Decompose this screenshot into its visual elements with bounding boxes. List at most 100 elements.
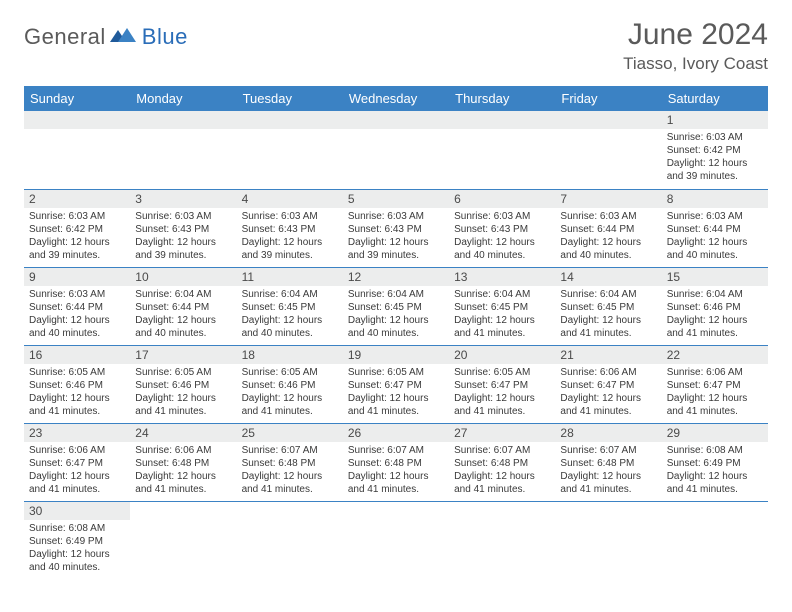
calendar-day-cell bbox=[555, 111, 661, 189]
sunset-text: Sunset: 6:43 PM bbox=[242, 223, 338, 236]
calendar-day-cell bbox=[130, 501, 236, 579]
header: General Blue June 2024 Tiasso, Ivory Coa… bbox=[24, 18, 768, 74]
calendar-day-cell bbox=[449, 501, 555, 579]
day-details: Sunrise: 6:04 AMSunset: 6:44 PMDaylight:… bbox=[130, 286, 236, 344]
daylight-text: Daylight: 12 hours and 40 minutes. bbox=[454, 236, 550, 262]
sunset-text: Sunset: 6:46 PM bbox=[667, 301, 763, 314]
calendar-day-cell: 9Sunrise: 6:03 AMSunset: 6:44 PMDaylight… bbox=[24, 267, 130, 345]
day-details: Sunrise: 6:06 AMSunset: 6:48 PMDaylight:… bbox=[130, 442, 236, 500]
calendar-day-cell: 30Sunrise: 6:08 AMSunset: 6:49 PMDayligh… bbox=[24, 501, 130, 579]
calendar-day-cell: 18Sunrise: 6:05 AMSunset: 6:46 PMDayligh… bbox=[237, 345, 343, 423]
daylight-text: Daylight: 12 hours and 41 minutes. bbox=[29, 470, 125, 496]
day-details: Sunrise: 6:04 AMSunset: 6:46 PMDaylight:… bbox=[662, 286, 768, 344]
sunset-text: Sunset: 6:48 PM bbox=[560, 457, 656, 470]
daylight-text: Daylight: 12 hours and 41 minutes. bbox=[560, 314, 656, 340]
weekday-header: Wednesday bbox=[343, 86, 449, 111]
calendar-day-cell: 6Sunrise: 6:03 AMSunset: 6:43 PMDaylight… bbox=[449, 189, 555, 267]
empty-day-header bbox=[343, 111, 449, 129]
day-number: 8 bbox=[662, 190, 768, 208]
sunrise-text: Sunrise: 6:03 AM bbox=[348, 210, 444, 223]
sunset-text: Sunset: 6:43 PM bbox=[348, 223, 444, 236]
day-details: Sunrise: 6:08 AMSunset: 6:49 PMDaylight:… bbox=[24, 520, 130, 578]
day-details: Sunrise: 6:07 AMSunset: 6:48 PMDaylight:… bbox=[555, 442, 661, 500]
empty-day-header bbox=[555, 111, 661, 129]
sunrise-text: Sunrise: 6:04 AM bbox=[667, 288, 763, 301]
day-details: Sunrise: 6:04 AMSunset: 6:45 PMDaylight:… bbox=[555, 286, 661, 344]
daylight-text: Daylight: 12 hours and 39 minutes. bbox=[348, 236, 444, 262]
calendar-day-cell: 23Sunrise: 6:06 AMSunset: 6:47 PMDayligh… bbox=[24, 423, 130, 501]
sunrise-text: Sunrise: 6:03 AM bbox=[560, 210, 656, 223]
logo-text-blue: Blue bbox=[142, 24, 188, 50]
calendar-week-row: 16Sunrise: 6:05 AMSunset: 6:46 PMDayligh… bbox=[24, 345, 768, 423]
daylight-text: Daylight: 12 hours and 40 minutes. bbox=[560, 236, 656, 262]
calendar-day-cell: 26Sunrise: 6:07 AMSunset: 6:48 PMDayligh… bbox=[343, 423, 449, 501]
daylight-text: Daylight: 12 hours and 41 minutes. bbox=[135, 470, 231, 496]
day-details: Sunrise: 6:05 AMSunset: 6:47 PMDaylight:… bbox=[449, 364, 555, 422]
calendar-day-cell: 16Sunrise: 6:05 AMSunset: 6:46 PMDayligh… bbox=[24, 345, 130, 423]
calendar-day-cell: 21Sunrise: 6:06 AMSunset: 6:47 PMDayligh… bbox=[555, 345, 661, 423]
sunset-text: Sunset: 6:48 PM bbox=[242, 457, 338, 470]
sunset-text: Sunset: 6:42 PM bbox=[29, 223, 125, 236]
calendar-day-cell: 2Sunrise: 6:03 AMSunset: 6:42 PMDaylight… bbox=[24, 189, 130, 267]
weekday-header: Tuesday bbox=[237, 86, 343, 111]
day-details: Sunrise: 6:04 AMSunset: 6:45 PMDaylight:… bbox=[237, 286, 343, 344]
day-number: 22 bbox=[662, 346, 768, 364]
daylight-text: Daylight: 12 hours and 41 minutes. bbox=[560, 392, 656, 418]
day-number: 21 bbox=[555, 346, 661, 364]
day-details: Sunrise: 6:06 AMSunset: 6:47 PMDaylight:… bbox=[24, 442, 130, 500]
sunset-text: Sunset: 6:49 PM bbox=[29, 535, 125, 548]
calendar-week-row: 30Sunrise: 6:08 AMSunset: 6:49 PMDayligh… bbox=[24, 501, 768, 579]
day-number: 3 bbox=[130, 190, 236, 208]
calendar-day-cell: 15Sunrise: 6:04 AMSunset: 6:46 PMDayligh… bbox=[662, 267, 768, 345]
sunrise-text: Sunrise: 6:04 AM bbox=[454, 288, 550, 301]
day-number: 25 bbox=[237, 424, 343, 442]
weekday-header: Monday bbox=[130, 86, 236, 111]
calendar-day-cell bbox=[130, 111, 236, 189]
calendar-day-cell: 13Sunrise: 6:04 AMSunset: 6:45 PMDayligh… bbox=[449, 267, 555, 345]
daylight-text: Daylight: 12 hours and 41 minutes. bbox=[667, 470, 763, 496]
logo-text-general: General bbox=[24, 24, 106, 50]
weekday-header-row: Sunday Monday Tuesday Wednesday Thursday… bbox=[24, 86, 768, 111]
calendar-day-cell: 22Sunrise: 6:06 AMSunset: 6:47 PMDayligh… bbox=[662, 345, 768, 423]
sunrise-text: Sunrise: 6:05 AM bbox=[454, 366, 550, 379]
day-details: Sunrise: 6:05 AMSunset: 6:47 PMDaylight:… bbox=[343, 364, 449, 422]
daylight-text: Daylight: 12 hours and 41 minutes. bbox=[454, 470, 550, 496]
day-number: 30 bbox=[24, 502, 130, 520]
day-number: 14 bbox=[555, 268, 661, 286]
day-number: 23 bbox=[24, 424, 130, 442]
calendar-day-cell: 19Sunrise: 6:05 AMSunset: 6:47 PMDayligh… bbox=[343, 345, 449, 423]
sunset-text: Sunset: 6:47 PM bbox=[667, 379, 763, 392]
daylight-text: Daylight: 12 hours and 40 minutes. bbox=[667, 236, 763, 262]
day-number: 6 bbox=[449, 190, 555, 208]
weekday-header: Saturday bbox=[662, 86, 768, 111]
daylight-text: Daylight: 12 hours and 40 minutes. bbox=[348, 314, 444, 340]
sunrise-text: Sunrise: 6:06 AM bbox=[135, 444, 231, 457]
sunrise-text: Sunrise: 6:04 AM bbox=[348, 288, 444, 301]
calendar-table: Sunday Monday Tuesday Wednesday Thursday… bbox=[24, 86, 768, 579]
sunset-text: Sunset: 6:49 PM bbox=[667, 457, 763, 470]
sunset-text: Sunset: 6:45 PM bbox=[348, 301, 444, 314]
sunrise-text: Sunrise: 6:04 AM bbox=[135, 288, 231, 301]
sunrise-text: Sunrise: 6:05 AM bbox=[348, 366, 444, 379]
sunset-text: Sunset: 6:42 PM bbox=[667, 144, 763, 157]
daylight-text: Daylight: 12 hours and 41 minutes. bbox=[560, 470, 656, 496]
day-details: Sunrise: 6:07 AMSunset: 6:48 PMDaylight:… bbox=[343, 442, 449, 500]
day-number: 4 bbox=[237, 190, 343, 208]
day-number: 5 bbox=[343, 190, 449, 208]
day-details: Sunrise: 6:03 AMSunset: 6:43 PMDaylight:… bbox=[237, 208, 343, 266]
daylight-text: Daylight: 12 hours and 40 minutes. bbox=[135, 314, 231, 340]
calendar-day-cell: 10Sunrise: 6:04 AMSunset: 6:44 PMDayligh… bbox=[130, 267, 236, 345]
weekday-header: Thursday bbox=[449, 86, 555, 111]
sunrise-text: Sunrise: 6:06 AM bbox=[560, 366, 656, 379]
day-number: 9 bbox=[24, 268, 130, 286]
sunrise-text: Sunrise: 6:05 AM bbox=[29, 366, 125, 379]
calendar-day-cell: 20Sunrise: 6:05 AMSunset: 6:47 PMDayligh… bbox=[449, 345, 555, 423]
sunset-text: Sunset: 6:47 PM bbox=[454, 379, 550, 392]
sunrise-text: Sunrise: 6:04 AM bbox=[242, 288, 338, 301]
day-details: Sunrise: 6:03 AMSunset: 6:43 PMDaylight:… bbox=[130, 208, 236, 266]
calendar-day-cell: 4Sunrise: 6:03 AMSunset: 6:43 PMDaylight… bbox=[237, 189, 343, 267]
daylight-text: Daylight: 12 hours and 41 minutes. bbox=[667, 314, 763, 340]
calendar-day-cell bbox=[662, 501, 768, 579]
day-details: Sunrise: 6:03 AMSunset: 6:43 PMDaylight:… bbox=[343, 208, 449, 266]
empty-day-header bbox=[24, 111, 130, 129]
